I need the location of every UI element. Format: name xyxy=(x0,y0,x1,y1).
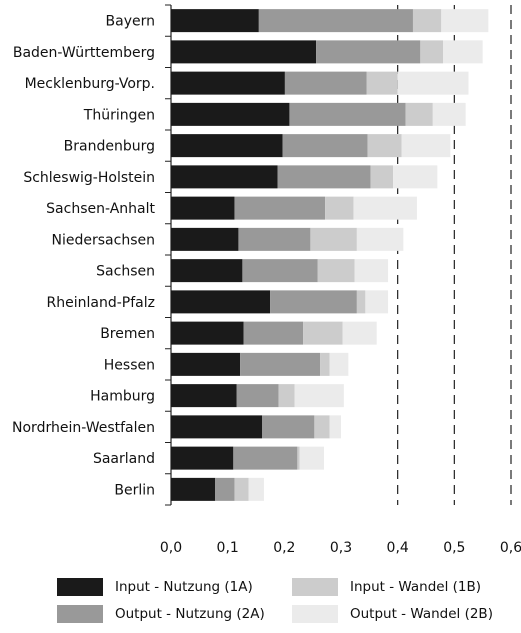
bar-sachsen-output-wandel-2b xyxy=(354,259,389,283)
category-label-saarland: Saarland xyxy=(93,451,155,467)
bar-thueringen-output-nutzung-2a xyxy=(289,102,406,126)
category-label-brandenburg: Brandenburg xyxy=(64,139,155,155)
bar-thueringen-input-nutzung-1a xyxy=(171,102,290,126)
bar-mecklenburg-vorp-output-wandel-2b xyxy=(397,71,469,95)
bar-saarland-output-wandel-2b xyxy=(299,446,324,470)
bar-nordrhein-westfalen-output-nutzung-2a xyxy=(262,415,315,439)
x-tick-label-6: 0,6 xyxy=(500,540,521,556)
bar-rheinland-pfalz-output-wandel-2b xyxy=(365,290,389,314)
bar-berlin-input-wandel-1b xyxy=(234,477,249,501)
bar-bremen-output-wandel-2b xyxy=(342,321,377,345)
bar-niedersachsen-input-nutzung-1a xyxy=(171,227,239,251)
bar-thueringen-output-wandel-2b xyxy=(432,102,466,126)
bar-sachsen-anhalt-output-nutzung-2a xyxy=(234,196,326,220)
bar-baden-wuerttemberg-input-wandel-1b xyxy=(420,40,443,64)
bar-bayern-input-wandel-1b xyxy=(412,9,442,33)
bar-nordrhein-westfalen-input-nutzung-1a xyxy=(171,415,263,439)
category-label-schleswig-holstein: Schleswig-Holstein xyxy=(23,170,155,186)
category-label-bayern: Bayern xyxy=(106,14,155,30)
bar-hessen-output-nutzung-2a xyxy=(240,352,321,376)
x-tick-label-1: 0,1 xyxy=(217,540,239,556)
bar-sachsen-anhalt-input-nutzung-1a xyxy=(171,196,235,220)
bar-niedersachsen-output-wandel-2b xyxy=(356,227,404,251)
category-label-sachsen: Sachsen xyxy=(96,264,155,280)
bar-berlin-output-wandel-2b xyxy=(248,477,264,501)
bar-bayern-output-nutzung-2a xyxy=(258,9,413,33)
bar-niedersachsen-output-nutzung-2a xyxy=(238,227,311,251)
bar-brandenburg-output-wandel-2b xyxy=(401,134,451,158)
bar-sachsen-anhalt-output-wandel-2b xyxy=(353,196,417,220)
bar-sachsen-input-wandel-1b xyxy=(317,259,355,283)
category-label-baden-wuerttemberg: Baden-Württemberg xyxy=(13,45,155,61)
category-label-berlin: Berlin xyxy=(114,482,155,498)
bar-hamburg-output-wandel-2b xyxy=(294,384,344,408)
category-label-rheinland-pfalz: Rheinland-Pfalz xyxy=(47,295,155,311)
bar-mecklenburg-vorp-input-nutzung-1a xyxy=(171,71,285,95)
bar-saarland-input-wandel-1b xyxy=(297,446,300,470)
category-label-hessen: Hessen xyxy=(104,357,155,373)
category-label-sachsen-anhalt: Sachsen-Anhalt xyxy=(46,201,155,217)
bar-brandenburg-output-nutzung-2a xyxy=(282,134,368,158)
bar-bremen-input-wandel-1b xyxy=(303,321,343,345)
bar-hessen-input-nutzung-1a xyxy=(171,352,241,376)
bar-hamburg-input-nutzung-1a xyxy=(171,384,237,408)
bar-bremen-input-nutzung-1a xyxy=(171,321,244,345)
bar-hessen-output-wandel-2b xyxy=(329,352,349,376)
bar-rheinland-pfalz-input-nutzung-1a xyxy=(171,290,271,314)
bar-schleswig-holstein-output-wandel-2b xyxy=(393,165,438,189)
bar-thueringen-input-wandel-1b xyxy=(405,102,433,126)
x-tick-label-2: 0,2 xyxy=(273,540,295,556)
bar-saarland-output-nutzung-2a xyxy=(233,446,298,470)
bar-sachsen-anhalt-input-wandel-1b xyxy=(325,196,354,220)
x-tick-label-0: 0,0 xyxy=(160,540,182,556)
bar-hessen-input-wandel-1b xyxy=(320,352,330,376)
bar-brandenburg-input-nutzung-1a xyxy=(171,134,283,158)
bar-schleswig-holstein-input-wandel-1b xyxy=(370,165,394,189)
category-label-bremen: Bremen xyxy=(100,326,155,342)
bar-rheinland-pfalz-output-nutzung-2a xyxy=(270,290,357,314)
category-label-mecklenburg-vorp: Mecklenburg-Vorp. xyxy=(25,76,155,92)
bar-nordrhein-westfalen-input-wandel-1b xyxy=(314,415,330,439)
bar-bayern-input-nutzung-1a xyxy=(171,9,259,33)
x-tick-label-4: 0,4 xyxy=(387,540,409,556)
bar-berlin-input-nutzung-1a xyxy=(171,477,216,501)
bar-baden-wuerttemberg-output-nutzung-2a xyxy=(316,40,421,64)
category-label-niedersachsen: Niedersachsen xyxy=(52,232,155,248)
bar-mecklenburg-vorp-output-nutzung-2a xyxy=(284,71,367,95)
bar-bremen-output-nutzung-2a xyxy=(243,321,304,345)
bar-schleswig-holstein-output-nutzung-2a xyxy=(277,165,371,189)
bar-baden-wuerttemberg-input-nutzung-1a xyxy=(171,40,317,64)
x-tick-label-3: 0,3 xyxy=(330,540,352,556)
bar-sachsen-input-nutzung-1a xyxy=(171,259,243,283)
category-label-hamburg: Hamburg xyxy=(90,389,155,405)
bar-niedersachsen-input-wandel-1b xyxy=(310,227,357,251)
bar-schleswig-holstein-input-nutzung-1a xyxy=(171,165,278,189)
bar-baden-wuerttemberg-output-wandel-2b xyxy=(443,40,483,64)
bar-hamburg-input-wandel-1b xyxy=(278,384,295,408)
bar-rheinland-pfalz-input-wandel-1b xyxy=(356,290,366,314)
bar-hamburg-output-nutzung-2a xyxy=(236,384,279,408)
bar-berlin-output-nutzung-2a xyxy=(215,477,235,501)
bar-nordrhein-westfalen-output-wandel-2b xyxy=(329,415,341,439)
category-label-thueringen: Thüringen xyxy=(83,107,155,123)
x-tick-label-5: 0,5 xyxy=(443,540,465,556)
bar-mecklenburg-vorp-input-wandel-1b xyxy=(366,71,398,95)
bar-brandenburg-input-wandel-1b xyxy=(367,134,402,158)
bar-saarland-input-nutzung-1a xyxy=(171,446,234,470)
category-label-nordrhein-westfalen: Nordrhein-Westfalen xyxy=(12,420,155,436)
bar-bayern-output-wandel-2b xyxy=(441,9,489,33)
bar-sachsen-output-nutzung-2a xyxy=(242,259,318,283)
